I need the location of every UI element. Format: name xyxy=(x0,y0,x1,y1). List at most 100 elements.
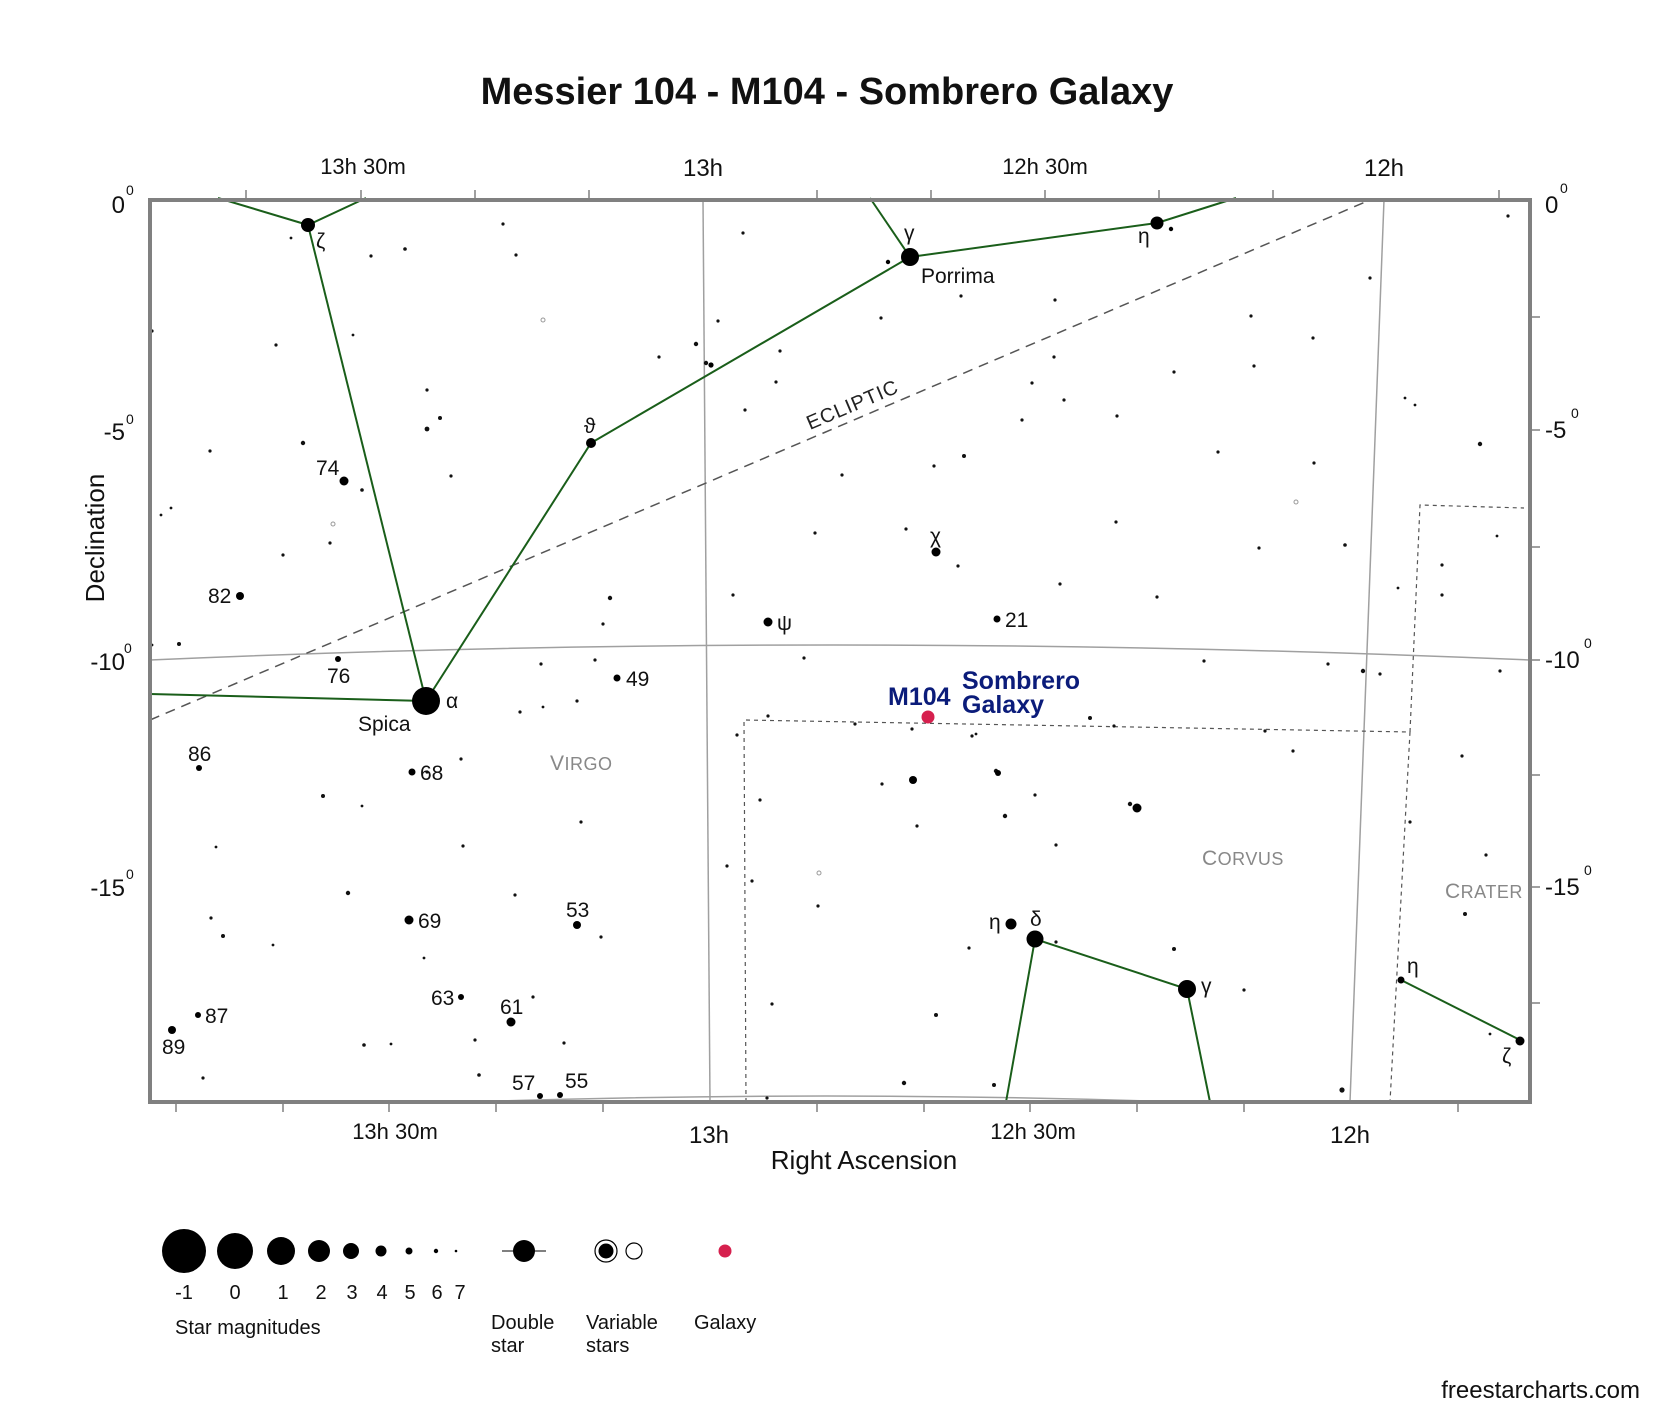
legend-double-star: Double star xyxy=(491,1240,554,1357)
svg-text:0: 0 xyxy=(126,182,134,198)
legend-galaxy: Galaxy xyxy=(694,1244,756,1334)
dec-labels-left: 0 0 -5 0 -10 0 -15 0 xyxy=(90,182,134,902)
corvus-boundary xyxy=(743,719,1411,1103)
virgo-line-1 xyxy=(217,197,367,227)
star-labels: ζ γ Porrima η ϑ 74 82 76 α Spica 49 86 6… xyxy=(162,222,1511,1095)
virgo-line-5 xyxy=(869,197,911,258)
label-53-vir: 53 xyxy=(566,899,589,922)
svg-text:0: 0 xyxy=(1560,180,1568,196)
star-69-vir xyxy=(404,915,414,925)
star-theta-vir xyxy=(586,438,596,448)
star-zeta-crt xyxy=(1515,1036,1525,1046)
label-alpha-vir: α xyxy=(446,690,458,713)
svg-text:1: 1 xyxy=(277,1282,288,1304)
bright-stars xyxy=(168,216,1525,1099)
constellation-crater: CRATER xyxy=(1445,880,1523,903)
svg-text:-5: -5 xyxy=(104,419,125,446)
svg-text:4: 4 xyxy=(376,1282,387,1304)
tick-marks xyxy=(175,190,1540,1112)
crater-boundary xyxy=(1409,504,1525,733)
svg-text:-1: -1 xyxy=(175,1282,193,1304)
label-zeta-crt: ζ xyxy=(1502,1045,1511,1068)
svg-text:-15: -15 xyxy=(90,875,125,902)
svg-text:star: star xyxy=(491,1335,525,1357)
svg-text:0: 0 xyxy=(1545,192,1558,219)
legend-magnitudes-label: Star magnitudes xyxy=(175,1317,321,1339)
svg-text:5: 5 xyxy=(404,1282,415,1304)
svg-text:0: 0 xyxy=(112,192,125,219)
label-psi-vir: ψ xyxy=(777,612,792,635)
dec-line-minus10 xyxy=(149,644,1531,661)
target-name-line2: Galaxy xyxy=(962,691,1044,719)
label-86-vir: 86 xyxy=(188,743,211,766)
star-82-vir xyxy=(236,592,244,600)
coordinate-grid xyxy=(149,199,1531,1103)
virgo-rest: IRGO xyxy=(565,754,613,774)
svg-text:13h: 13h xyxy=(683,155,723,182)
svg-text:6: 6 xyxy=(431,1282,442,1304)
star-gamma-vir xyxy=(901,248,919,266)
label-68-vir: 68 xyxy=(420,762,443,785)
faint-stars xyxy=(150,214,1510,1100)
star-21-vir xyxy=(993,615,1001,623)
label-gamma-crv: γ xyxy=(1201,975,1212,998)
label-eta-crt: η xyxy=(1407,955,1419,978)
constellation-names: VIRGO CORVUS CRATER xyxy=(550,752,1523,903)
ra-labels-bottom: 13h 30m 13h 12h 30m 12h xyxy=(352,1119,1370,1149)
virgo-line-4 xyxy=(425,197,1237,702)
constellation-boundaries xyxy=(743,504,1525,1103)
svg-text:7: 7 xyxy=(454,1282,465,1304)
star-chi-vir xyxy=(931,547,941,557)
dec-line-minus20 xyxy=(469,1095,1181,1103)
ra-labels-top: 13h 30m 13h 12h 30m 12h xyxy=(320,154,1404,182)
ecliptic-line xyxy=(149,199,1371,721)
galaxy-marker-m104 xyxy=(921,710,935,724)
svg-text:12h 30m: 12h 30m xyxy=(990,1119,1076,1144)
label-chi-vir: χ xyxy=(930,525,941,548)
star-49-vir xyxy=(613,674,621,682)
virgo-initial: V xyxy=(550,752,565,775)
target-id: M104 xyxy=(888,683,951,711)
star-55-vir xyxy=(557,1092,563,1098)
star-gamma-crv xyxy=(1178,980,1196,998)
svg-text:0: 0 xyxy=(1571,405,1579,421)
label-69-vir: 69 xyxy=(418,910,441,933)
svg-text:13h: 13h xyxy=(689,1122,729,1149)
label-porrima: Porrima xyxy=(921,265,995,288)
legend: -1 0 1 2 3 4 5 6 7 Star magnitudes Doubl… xyxy=(162,1229,756,1357)
label-57-vir: 57 xyxy=(512,1072,535,1095)
star-74-vir xyxy=(339,476,349,486)
svg-text:0: 0 xyxy=(126,411,134,427)
target-m104: M104 Sombrero Galaxy xyxy=(888,667,1080,724)
svg-text:12h: 12h xyxy=(1330,1122,1370,1149)
star-76-vir xyxy=(335,656,341,662)
variable-stars-field xyxy=(330,317,1299,876)
svg-text:0: 0 xyxy=(229,1282,240,1304)
label-82-vir: 82 xyxy=(208,585,231,608)
svg-text:13h 30m: 13h 30m xyxy=(352,1119,438,1144)
star-eta-crt xyxy=(1397,976,1405,984)
credit-text: freestarcharts.com xyxy=(1441,1377,1640,1404)
star-delta-crv xyxy=(1026,930,1044,948)
virgo-line-2 xyxy=(307,224,427,702)
svg-text:12h 30m: 12h 30m xyxy=(1002,154,1088,179)
x-axis-title: Right Ascension xyxy=(771,1145,957,1175)
label-49-vir: 49 xyxy=(626,668,649,691)
svg-text:3: 3 xyxy=(346,1282,357,1304)
label-eta-vir: η xyxy=(1138,225,1150,248)
svg-text:Galaxy: Galaxy xyxy=(694,1312,756,1334)
star-86-vir xyxy=(196,765,202,771)
svg-text:-15: -15 xyxy=(1545,874,1580,901)
constellation-corvus: CORVUS xyxy=(1202,847,1284,870)
legend-magnitude-labels: -1 0 1 2 3 4 5 6 7 xyxy=(175,1282,465,1304)
dec-labels-right: 0 0 -5 0 -10 0 -15 0 xyxy=(1545,180,1592,901)
corvus-line-1 xyxy=(1005,937,1211,1103)
virgo-line-3 xyxy=(149,693,427,702)
star-57-vir xyxy=(537,1093,543,1099)
label-63-vir: 63 xyxy=(431,987,454,1010)
label-55-vir: 55 xyxy=(565,1070,588,1093)
target-name-line1: Sombrero xyxy=(962,667,1080,695)
star-spica xyxy=(412,687,440,715)
chart-title: Messier 104 - M104 - Sombrero Galaxy xyxy=(481,71,1174,113)
